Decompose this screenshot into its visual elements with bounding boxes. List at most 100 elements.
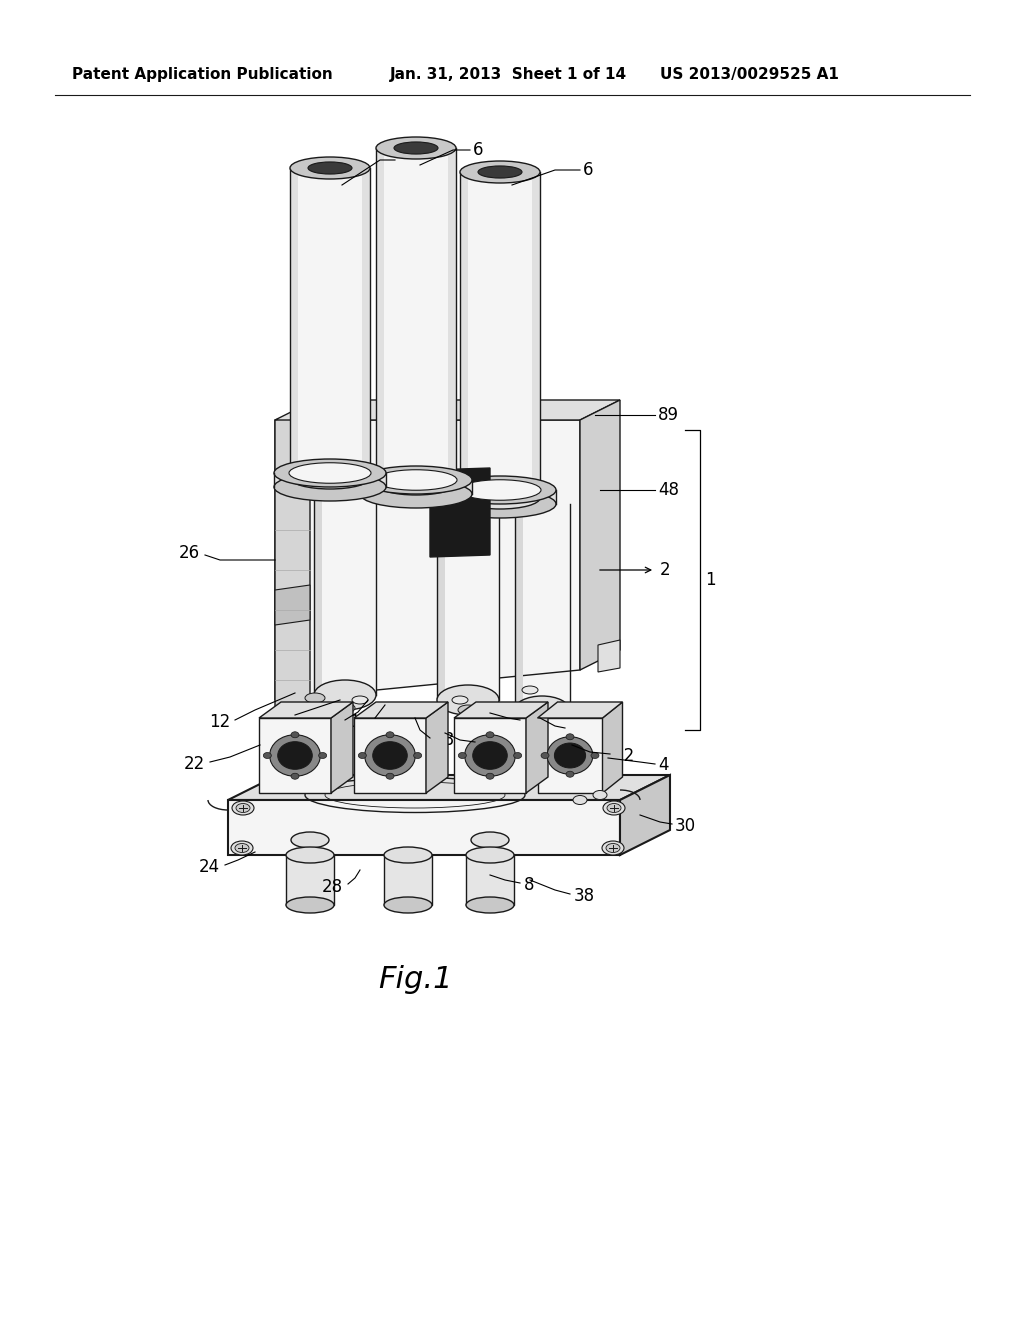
Ellipse shape xyxy=(466,847,514,863)
Text: 6: 6 xyxy=(398,150,409,169)
Polygon shape xyxy=(290,168,298,478)
Ellipse shape xyxy=(478,166,522,178)
Polygon shape xyxy=(286,855,334,906)
Text: 30: 30 xyxy=(675,817,696,836)
Polygon shape xyxy=(514,504,569,710)
Ellipse shape xyxy=(305,693,325,704)
Ellipse shape xyxy=(263,752,271,759)
Ellipse shape xyxy=(290,467,370,488)
Text: US 2013/0029525 A1: US 2013/0029525 A1 xyxy=(660,67,839,82)
Ellipse shape xyxy=(274,473,386,502)
Text: 26: 26 xyxy=(179,544,200,562)
Ellipse shape xyxy=(547,737,593,775)
Ellipse shape xyxy=(465,735,515,776)
Text: 4: 4 xyxy=(658,756,669,774)
Text: Patent Application Publication: Patent Application Publication xyxy=(72,67,333,82)
Polygon shape xyxy=(454,718,526,793)
Ellipse shape xyxy=(471,832,509,847)
Polygon shape xyxy=(290,168,370,478)
Text: 26: 26 xyxy=(318,713,340,731)
Ellipse shape xyxy=(566,734,574,739)
Polygon shape xyxy=(384,855,432,906)
Polygon shape xyxy=(331,702,353,793)
Polygon shape xyxy=(580,400,620,671)
Text: 6: 6 xyxy=(583,161,594,180)
Ellipse shape xyxy=(386,731,394,738)
Text: 32: 32 xyxy=(568,721,589,739)
Polygon shape xyxy=(602,702,623,793)
Ellipse shape xyxy=(541,752,549,759)
Polygon shape xyxy=(449,148,456,484)
Ellipse shape xyxy=(444,477,556,504)
Polygon shape xyxy=(538,702,623,718)
Polygon shape xyxy=(376,148,384,484)
Polygon shape xyxy=(354,718,426,793)
Text: 38: 38 xyxy=(574,887,595,906)
Polygon shape xyxy=(360,480,472,494)
Ellipse shape xyxy=(236,804,250,813)
Ellipse shape xyxy=(471,850,509,866)
Ellipse shape xyxy=(274,459,386,487)
Ellipse shape xyxy=(554,743,586,768)
Ellipse shape xyxy=(591,752,599,759)
Polygon shape xyxy=(437,496,445,700)
Ellipse shape xyxy=(394,143,438,154)
Text: Fig.1: Fig.1 xyxy=(378,965,453,994)
Ellipse shape xyxy=(459,752,466,759)
Ellipse shape xyxy=(360,466,472,494)
Polygon shape xyxy=(228,800,620,855)
Ellipse shape xyxy=(291,731,299,738)
Ellipse shape xyxy=(473,742,507,770)
Ellipse shape xyxy=(376,473,456,495)
Polygon shape xyxy=(437,496,499,700)
Ellipse shape xyxy=(365,735,416,776)
Polygon shape xyxy=(471,840,509,858)
Polygon shape xyxy=(228,775,670,800)
Polygon shape xyxy=(275,585,310,624)
Polygon shape xyxy=(259,718,331,793)
Ellipse shape xyxy=(452,696,468,704)
Text: 6: 6 xyxy=(473,141,483,158)
Ellipse shape xyxy=(291,850,329,866)
Text: 24: 24 xyxy=(199,858,220,876)
Text: 48: 48 xyxy=(658,480,679,499)
Ellipse shape xyxy=(308,162,352,174)
Ellipse shape xyxy=(402,704,422,713)
Text: 14: 14 xyxy=(349,713,370,731)
Ellipse shape xyxy=(606,843,620,853)
Text: 18: 18 xyxy=(433,731,454,748)
Polygon shape xyxy=(314,490,376,696)
Polygon shape xyxy=(620,775,670,855)
Text: 12: 12 xyxy=(209,713,230,731)
Ellipse shape xyxy=(459,479,541,500)
Ellipse shape xyxy=(466,898,514,913)
Ellipse shape xyxy=(566,771,574,777)
Ellipse shape xyxy=(573,796,587,804)
Ellipse shape xyxy=(458,705,478,715)
Polygon shape xyxy=(444,490,556,504)
Polygon shape xyxy=(532,172,540,498)
Ellipse shape xyxy=(360,480,472,508)
Ellipse shape xyxy=(376,137,456,158)
Ellipse shape xyxy=(286,847,334,863)
Text: 22: 22 xyxy=(183,755,205,774)
Ellipse shape xyxy=(358,752,367,759)
Ellipse shape xyxy=(603,801,625,814)
Ellipse shape xyxy=(375,470,457,490)
Polygon shape xyxy=(275,400,620,420)
Ellipse shape xyxy=(386,774,394,779)
Text: 28: 28 xyxy=(322,878,343,896)
Text: 8: 8 xyxy=(524,876,535,894)
Ellipse shape xyxy=(232,801,254,814)
Ellipse shape xyxy=(286,898,334,913)
Ellipse shape xyxy=(278,742,312,770)
Ellipse shape xyxy=(414,752,422,759)
Polygon shape xyxy=(314,490,322,696)
Ellipse shape xyxy=(318,752,327,759)
Polygon shape xyxy=(454,702,548,718)
Ellipse shape xyxy=(231,841,253,855)
Ellipse shape xyxy=(290,157,370,180)
Ellipse shape xyxy=(291,832,329,847)
Text: Jan. 31, 2013  Sheet 1 of 14: Jan. 31, 2013 Sheet 1 of 14 xyxy=(390,67,627,82)
Text: 22: 22 xyxy=(614,747,635,766)
